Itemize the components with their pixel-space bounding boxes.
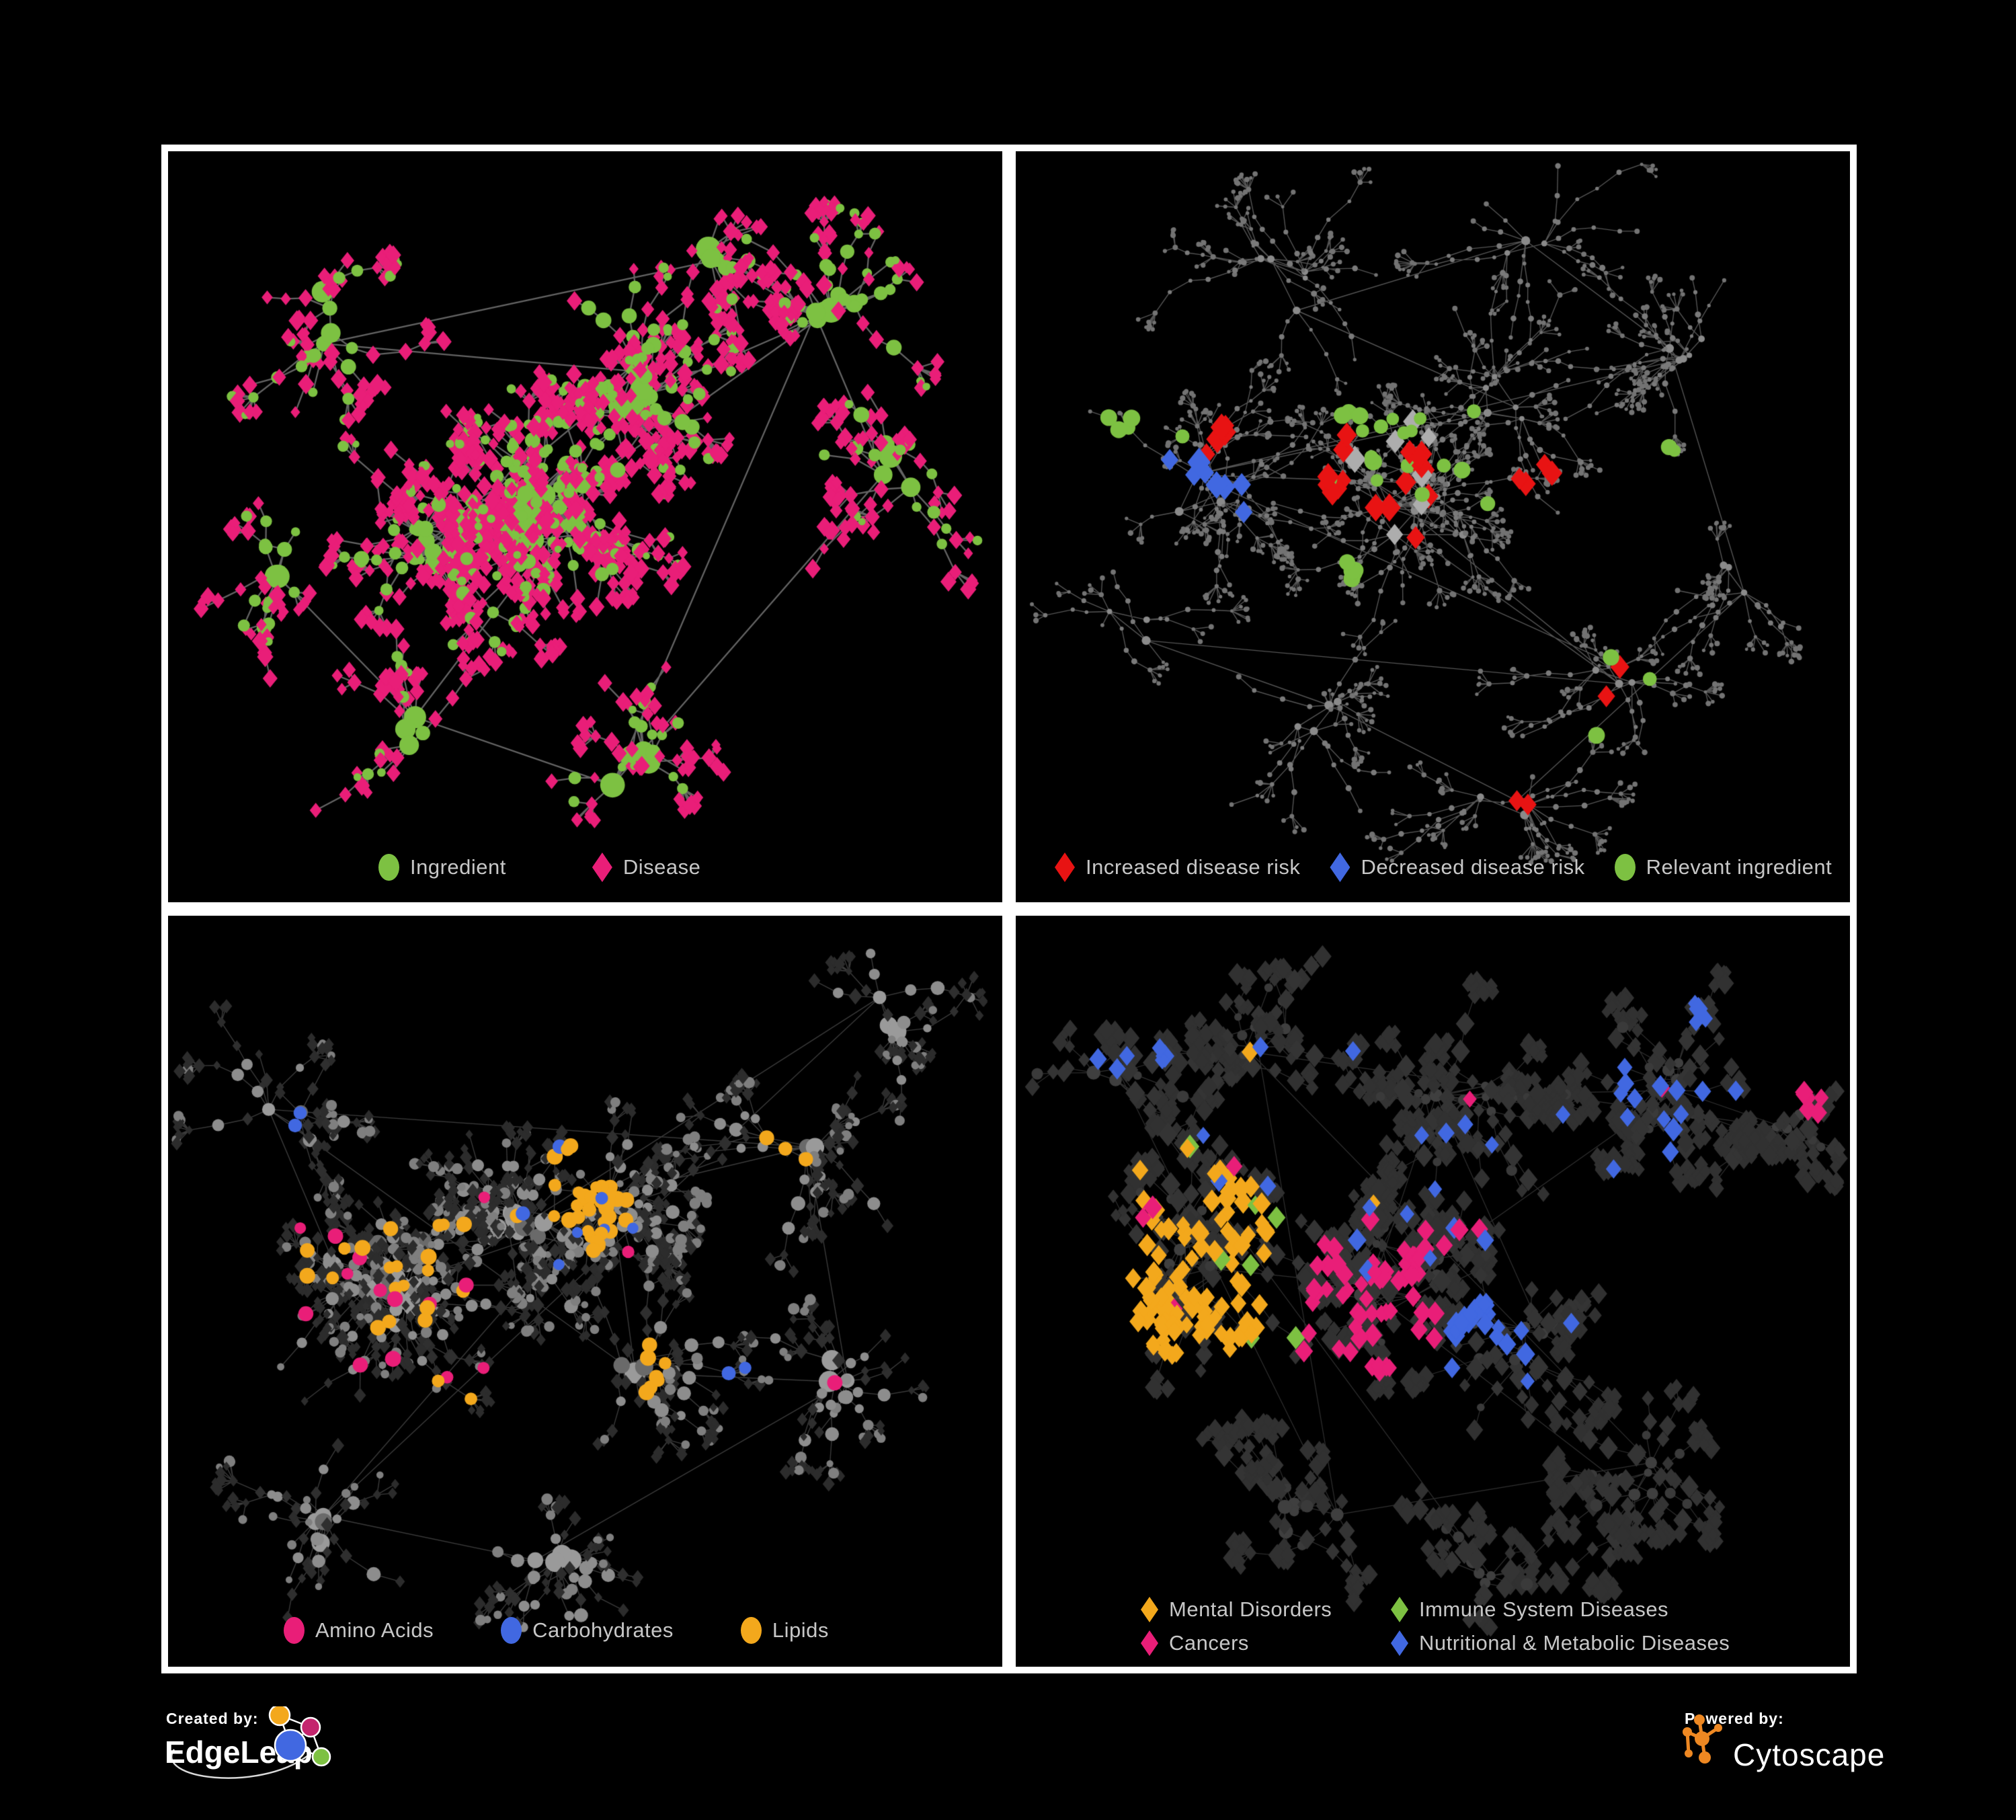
legend-item: Mental Disorders [1141,1597,1332,1622]
edgeleap-network-icon [268,1704,331,1767]
legend-label: Relevant ingredient [1646,855,1832,879]
legend-marker-diamond [1330,853,1350,882]
legend-marker-diamond [592,853,612,882]
legend-marker-circle [501,1617,522,1644]
legend-marker-circle [378,854,399,881]
edgeleap-node-magenta [300,1716,321,1738]
legend-ingredient-disease: Ingredient Disease [378,853,700,882]
legend-label: Disease [622,855,701,879]
panel-ingredient-disease: Ingredient Disease [161,145,1009,909]
legend-item: Cancers [1141,1630,1249,1656]
legend-disease-classes: Mental Disorders Immune System Diseases Ca… [1141,1597,1730,1656]
cytoscape-brand: Cytoscape [1733,1737,1885,1772]
panel-disease-classes: Mental Disorders Immune System Diseases Ca… [1009,909,1857,1673]
legend-label: Cancers [1169,1631,1249,1655]
edgeleap-node-gold [268,1704,291,1727]
legend-item: Increased disease risk [1055,853,1300,882]
legend-label: Mental Disorders [1169,1597,1332,1621]
legend-marker-diamond [1141,1630,1158,1656]
legend-marker-circle [740,1617,762,1644]
edgeleap-node-green [311,1747,331,1767]
panel-nutrient-classes: Amino Acids Carbohydrates Lipids [161,909,1009,1673]
edgeleap-logo: Created by: EdgeLeap [165,1704,331,1779]
created-by-block: Created by: EdgeLeap [163,1704,385,1804]
powered-by-block: Powered by: Cytoscape [1675,1708,1958,1795]
legend-marker-diamond [1141,1597,1158,1622]
panel-disease-risk: Increased disease risk Decreased disease … [1009,145,1857,909]
legend-item: Lipids [740,1617,829,1644]
panel-grid: Ingredient Disease Increased disease risk… [161,145,1857,1673]
legend-item: Amino Acids [284,1617,434,1644]
legend-marker-circle [1614,854,1636,881]
legend-label: Ingredient [410,855,506,879]
nutrient-class-network-canvas [168,916,1002,1667]
legend-marker-circle [284,1617,305,1644]
legend-label: Nutritional & Metabolic Diseases [1419,1631,1730,1655]
legend-label: Lipids [772,1618,829,1642]
legend-item: Relevant ingredient [1614,854,1832,881]
created-by-label: Created by: [166,1710,259,1727]
ingredient-disease-network-canvas [168,151,1002,902]
legend-marker-diamond [1055,853,1075,882]
legend-label: Immune System Diseases [1419,1597,1669,1621]
legend-label: Amino Acids [315,1618,434,1642]
legend-label: Decreased disease risk [1361,855,1585,879]
legend-item: Carbohydrates [501,1617,674,1644]
edgeleap-node-blue [274,1729,307,1762]
legend-nutrient-classes: Amino Acids Carbohydrates Lipids [284,1617,829,1644]
disease-class-network-canvas [1016,916,1850,1667]
legend-disease-risk: Increased disease risk Decreased disease … [1055,853,1832,882]
legend-item: Immune System Diseases [1391,1597,1668,1622]
legend-label: Carbohydrates [532,1618,674,1642]
edgeleap-swoosh [171,1749,308,1779]
legend-marker-diamond [1391,1630,1408,1656]
legend-item: Nutritional & Metabolic Diseases [1391,1630,1730,1656]
cytoscape-logo: Powered by: Cytoscape [1683,1710,1885,1772]
legend-label: Increased disease risk [1086,855,1301,879]
disease-risk-network-canvas [1016,151,1850,902]
legend-item: Decreased disease risk [1330,853,1584,882]
legend-item: Ingredient [378,854,506,881]
legend-item: Disease [592,853,701,882]
legend-marker-diamond [1391,1597,1408,1622]
cytoscape-network-icon [1683,1714,1722,1764]
